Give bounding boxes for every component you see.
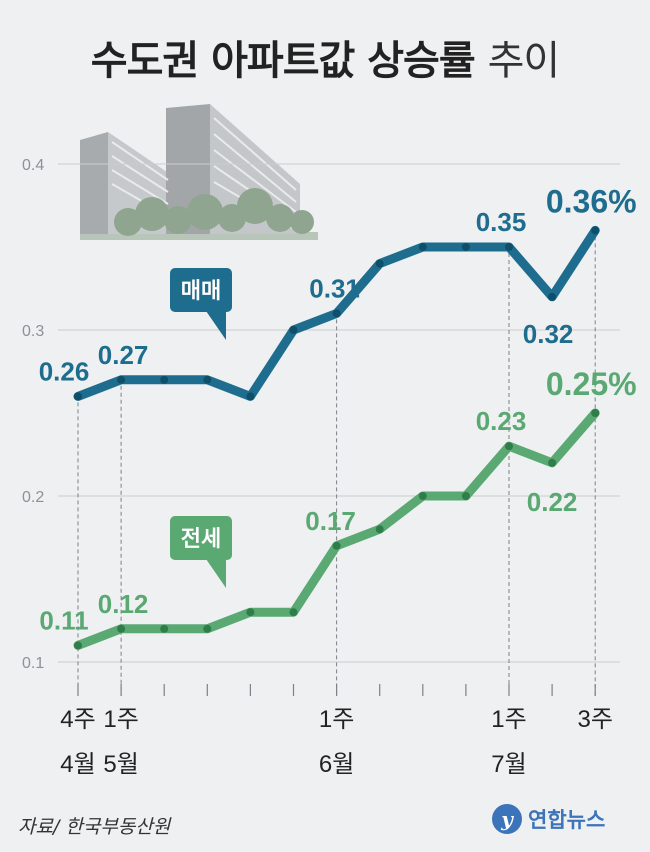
data-point	[117, 375, 126, 384]
data-label: 0.27	[98, 340, 149, 370]
data-point	[332, 541, 341, 550]
x-tick-label-bottom: 7월	[491, 751, 526, 778]
data-label: 0.23	[476, 406, 527, 436]
data-point	[332, 309, 341, 318]
x-tick-label-top: 3주	[577, 706, 612, 733]
data-label: 0.25%	[546, 366, 637, 402]
data-point	[591, 409, 600, 417]
chart-title: 수도권 아파트값 상승률 추이	[0, 28, 650, 86]
data-point	[74, 641, 82, 650]
data-point	[117, 624, 126, 633]
logo-text: 연합뉴스	[528, 808, 606, 832]
x-tick-label-bottom: 4월	[60, 751, 95, 778]
x-axis-ticks: 4주 4월 1주 5월 1주 6월 1주 7월 3주	[60, 684, 613, 778]
data-label: 0.11	[39, 605, 88, 635]
y-tick-label: 0.4	[22, 157, 44, 174]
data-point	[203, 375, 212, 384]
data-point	[160, 375, 169, 384]
data-labels: 0.26 0.27 0.31 0.35 0.32 0.36% 0.11 0.12 0.17 0.2…	[39, 183, 637, 635]
data-point	[461, 492, 470, 500]
x-tick-label-top: 1주	[319, 706, 354, 733]
data-point	[160, 624, 169, 633]
y-tick-label: 0.1	[22, 655, 44, 672]
tag-maemae: 매매	[170, 268, 232, 340]
data-point	[461, 243, 470, 251]
trees	[114, 188, 314, 236]
data-point	[246, 608, 255, 617]
source-note: 자료/ 한국부동산원	[18, 816, 171, 838]
logo-mark-icon: y	[492, 804, 522, 834]
data-point	[548, 292, 557, 301]
x-tick-label-bottom: 6월	[319, 751, 354, 778]
data-label: 0.31	[309, 273, 360, 303]
data-point	[418, 243, 427, 251]
vertical-guides	[77, 236, 596, 696]
title-suffix: 추이	[487, 38, 561, 84]
data-point	[375, 259, 384, 268]
x-tick-label-bottom: 5월	[103, 751, 138, 778]
data-label: 0.35	[476, 207, 527, 237]
data-point	[289, 608, 298, 617]
title-main: 수도권 아파트값 상승률	[90, 38, 476, 84]
apartment-illustration	[80, 104, 318, 240]
illustration-ground	[80, 232, 318, 240]
data-point	[289, 326, 298, 334]
tag-jeonse: 전세	[170, 516, 232, 588]
data-point	[591, 226, 600, 235]
data-point	[548, 458, 557, 467]
data-point	[203, 624, 212, 633]
data-point	[375, 525, 384, 534]
data-point	[505, 442, 513, 451]
yonhap-logo: y 연합뉴스	[492, 804, 605, 834]
grid: 0.1 0.2 0.3 0.4	[22, 157, 620, 672]
tag-jeonse-label: 전세	[181, 527, 221, 552]
series	[73, 225, 600, 650]
data-label: 0.26	[39, 356, 90, 386]
data-label: 0.12	[98, 589, 149, 619]
data-point	[246, 392, 255, 401]
x-tick-label-top: 1주	[491, 706, 526, 733]
x-tick-label-top: 1주	[103, 706, 138, 733]
tag-maemae-label: 매매	[181, 279, 221, 304]
data-point	[505, 243, 513, 251]
data-label: 0.32	[523, 319, 574, 349]
data-label: 0.36%	[546, 183, 637, 219]
y-tick-label: 0.3	[22, 323, 44, 340]
x-tick-label-top: 4주	[60, 706, 95, 733]
y-tick-label: 0.2	[22, 489, 44, 506]
data-label: 0.17	[305, 506, 356, 536]
building-left	[80, 132, 108, 234]
data-point	[74, 392, 82, 401]
data-point	[418, 492, 427, 500]
data-label: 0.22	[527, 487, 578, 517]
line-chart: 0.10.20.30.4 0.260.270.310.350.320.36%0.…	[22, 104, 637, 778]
